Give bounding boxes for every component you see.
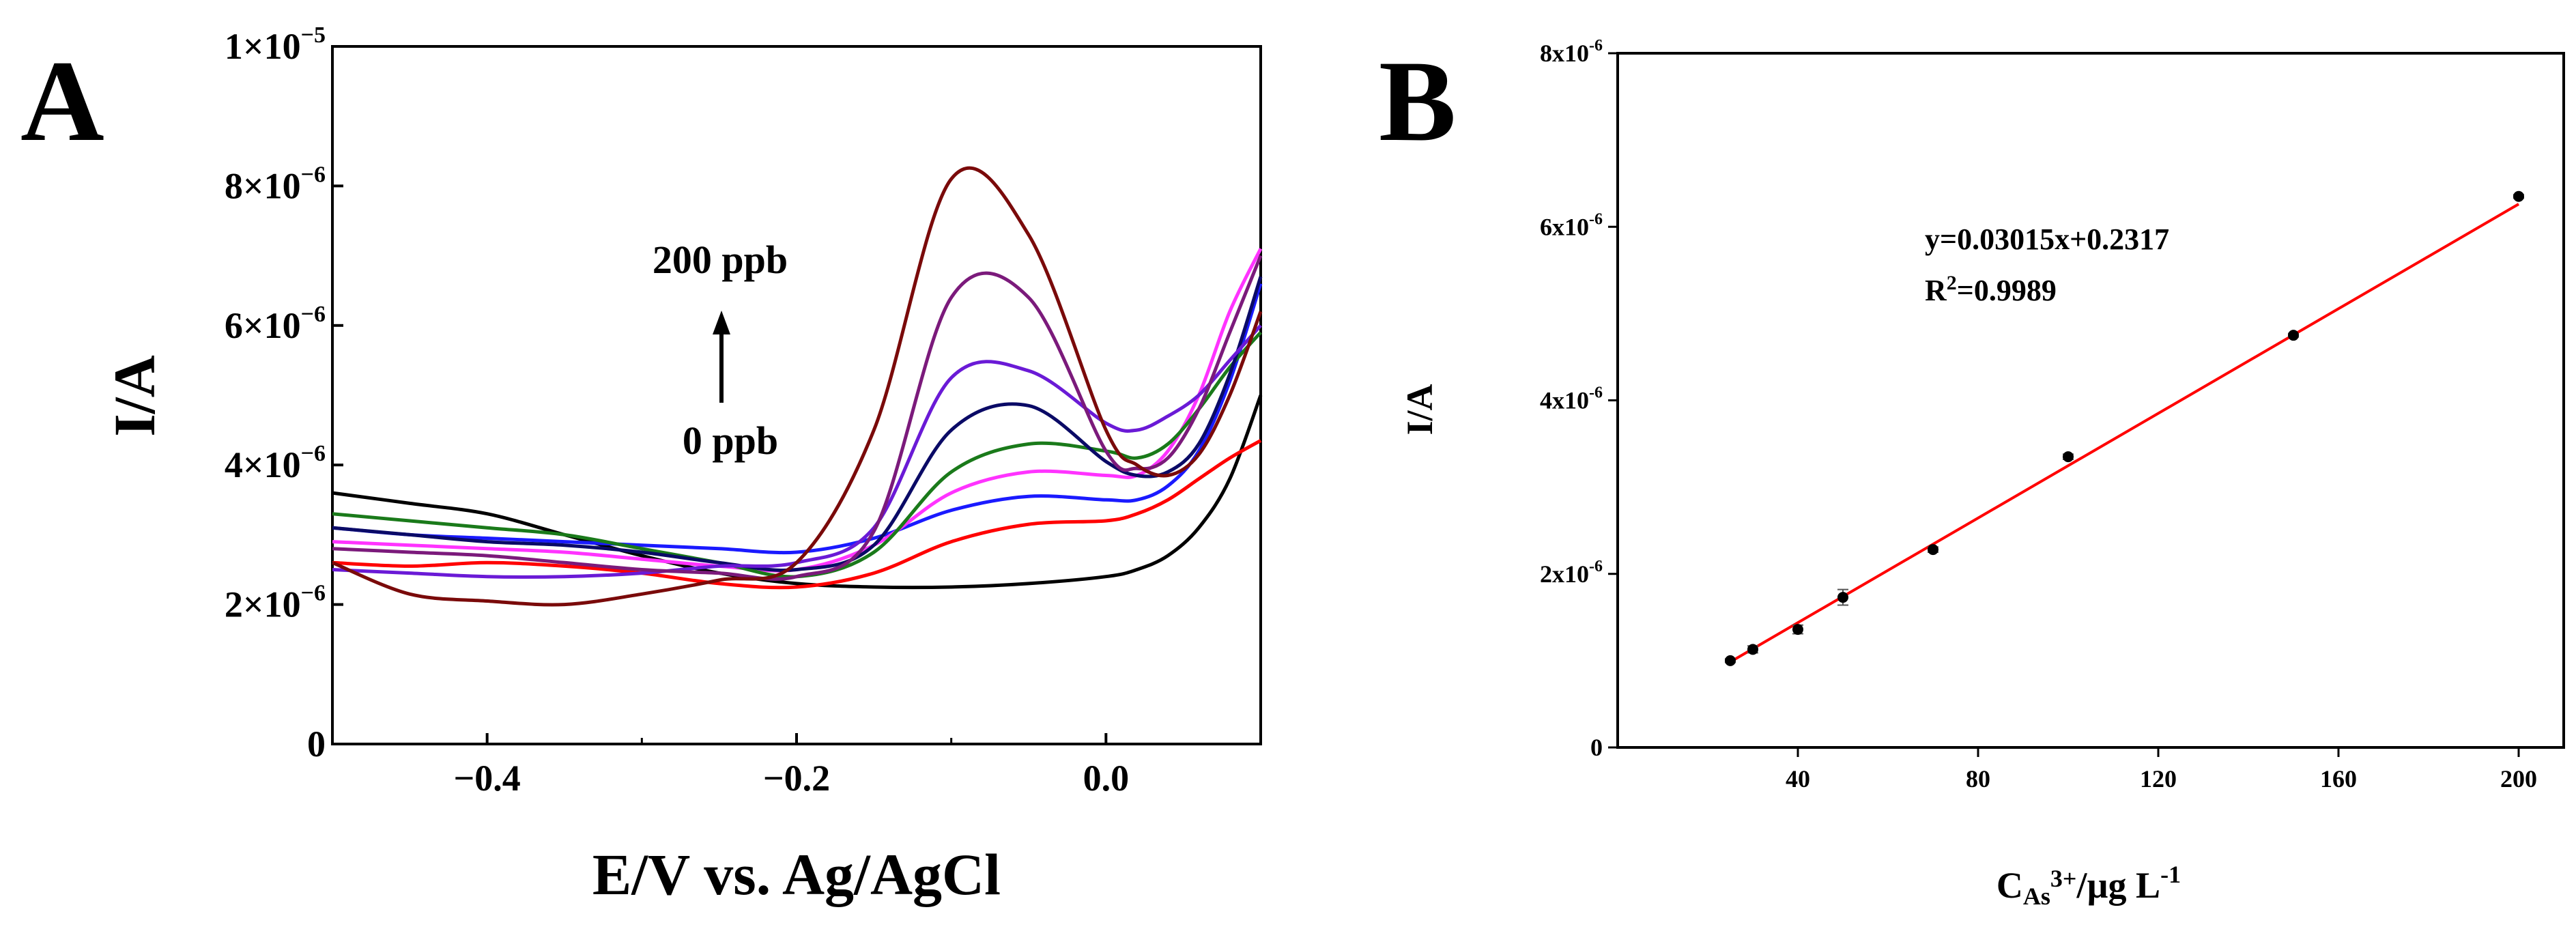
data-point (1747, 644, 1758, 655)
curve-c4 (332, 331, 1262, 579)
point-marker (1792, 624, 1803, 635)
y-tick-label: 2×10−6 (225, 581, 326, 625)
y-tick-mantissa: 0 (307, 724, 326, 764)
curve-0-ppb (332, 395, 1263, 590)
y-tick-exponent: -6 (1589, 37, 1603, 55)
point-marker (1837, 592, 1848, 603)
y-tick-label: 8×10−6 (225, 162, 326, 206)
x-title-sup2: -1 (2160, 861, 2181, 888)
y-tick-exponent: -6 (1589, 210, 1603, 228)
fit-equation: y=0.03015x+0.2317 (1925, 223, 2169, 256)
panel-b-x-title: CAs3+/µg L-1 (1997, 861, 2181, 910)
panel-a-frame (331, 45, 1262, 745)
x-tick-label: 80 (1966, 765, 1990, 792)
y-tick-label: 4x10-6 (1540, 384, 1603, 414)
point-marker (2288, 330, 2299, 341)
panel-a-y-axis: 02×10−64×10−66×10−68×10−61×10−5 (225, 23, 343, 764)
y-tick-exponent: −6 (301, 581, 326, 606)
annotation-arrow-head (713, 311, 730, 334)
curve-c1 (332, 439, 1262, 590)
y-tick-exponent: −6 (301, 441, 326, 466)
x-tick-label: −0.4 (454, 758, 521, 799)
y-tick-mantissa: 6x10 (1540, 213, 1589, 240)
x-title-main: C (1997, 865, 2023, 906)
y-tick-mantissa: 2×10 (225, 584, 301, 625)
fit-line (1729, 203, 2520, 663)
panel-a-curves (332, 166, 1263, 607)
y-tick-label: 0 (307, 724, 326, 764)
annotation-0ppb: 0 ppb (683, 418, 778, 463)
annotation-200ppb: 200 ppb (653, 238, 788, 282)
y-tick-mantissa: 1×10 (225, 26, 301, 67)
panel-a-letter: A (20, 37, 104, 165)
r2-sup: 2 (1947, 272, 1957, 294)
panel-b-x-axis: 40 80 120 160 200 (1786, 747, 2537, 792)
point-marker (1928, 544, 1938, 556)
x-tick-label: 120 (2140, 765, 2177, 792)
x-title-sub: As (2023, 883, 2050, 910)
curve-c3 (332, 248, 1263, 573)
point-marker (2063, 451, 2074, 463)
panel-b-fit (1729, 203, 2520, 663)
y-tick-exponent: −5 (301, 23, 326, 48)
y-tick-mantissa: 4×10 (225, 444, 301, 485)
y-tick-exponent: −6 (301, 162, 326, 187)
x-title-sup1: 3+ (2050, 865, 2077, 892)
y-tick-mantissa: 8x10 (1540, 40, 1589, 67)
panel-a-x-title: E/V vs. Ag/AgCl (592, 842, 1001, 907)
panel-a-y-title: I/A (102, 355, 167, 436)
data-point (2288, 330, 2299, 341)
point-marker (1747, 644, 1758, 655)
panel-b-frame (1616, 52, 2565, 749)
fit-r-squared: R2=0.9989 (1925, 272, 2057, 307)
point-marker (2513, 190, 2524, 202)
data-point (2513, 190, 2524, 202)
data-point (1792, 624, 1803, 635)
curve-c5 (332, 276, 1263, 573)
y-tick-label: 2x10-6 (1540, 558, 1603, 588)
y-tick-mantissa: 0 (1590, 734, 1603, 761)
y-tick-label: 8x10-6 (1540, 37, 1603, 67)
x-tick-label: 0.0 (1083, 758, 1130, 799)
y-tick-label: 6×10−6 (225, 302, 326, 346)
x-tick-label: 200 (2500, 765, 2537, 792)
data-point (1725, 655, 1736, 666)
y-tick-label: 0 (1590, 734, 1603, 761)
y-tick-mantissa: 6×10 (225, 305, 301, 346)
y-tick-exponent: -6 (1589, 558, 1603, 575)
y-tick-label: 4×10−6 (225, 441, 326, 485)
x-title-mid: /µg L (2076, 865, 2160, 906)
x-tick-label: −0.2 (763, 758, 830, 799)
r2-r: R (1925, 274, 1947, 307)
panel-b-y-title: I/A (1399, 384, 1440, 435)
panel-b-letter: B (1379, 37, 1456, 165)
data-point (1928, 544, 1938, 556)
point-marker (1725, 655, 1736, 666)
y-tick-exponent: -6 (1589, 384, 1603, 402)
data-point (2063, 451, 2074, 463)
curve-200-ppb (332, 166, 1263, 607)
y-tick-mantissa: 8×10 (225, 165, 301, 206)
y-tick-exponent: −6 (301, 302, 326, 327)
x-tick-label: 40 (1786, 765, 1810, 792)
y-tick-mantissa: 4x10 (1540, 387, 1589, 414)
y-tick-label: 6x10-6 (1540, 210, 1603, 240)
panel-b-points (1725, 190, 2524, 666)
r2-val: =0.9989 (1957, 274, 2057, 307)
data-point (1837, 588, 1848, 606)
x-tick-label: 160 (2320, 765, 2357, 792)
curve-c7 (332, 255, 1263, 581)
panel-a-x-axis: −0.4 −0.2 0.0 (331, 733, 1262, 799)
y-tick-mantissa: 2x10 (1540, 560, 1589, 588)
y-tick-label: 1×10−5 (225, 23, 326, 67)
panel-a: A 02×10−64×10−66×10−68×10−61×10−5 −0.4 −0… (20, 23, 1263, 907)
